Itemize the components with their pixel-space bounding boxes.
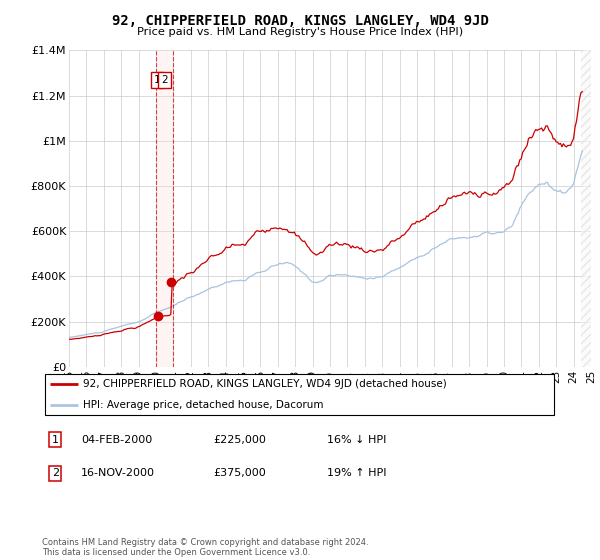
Text: Price paid vs. HM Land Registry's House Price Index (HPI): Price paid vs. HM Land Registry's House … bbox=[137, 27, 463, 37]
Bar bbox=[581, 50, 591, 367]
Text: 2: 2 bbox=[161, 75, 168, 85]
Bar bbox=[156, 50, 173, 367]
Text: 16% ↓ HPI: 16% ↓ HPI bbox=[327, 435, 386, 445]
FancyBboxPatch shape bbox=[44, 375, 554, 415]
Text: Contains HM Land Registry data © Crown copyright and database right 2024.
This d: Contains HM Land Registry data © Crown c… bbox=[42, 538, 368, 557]
Text: 1: 1 bbox=[154, 75, 160, 85]
Text: HPI: Average price, detached house, Dacorum: HPI: Average price, detached house, Daco… bbox=[83, 400, 324, 410]
Bar bbox=[581, 50, 591, 367]
Text: 92, CHIPPERFIELD ROAD, KINGS LANGLEY, WD4 9JD (detached house): 92, CHIPPERFIELD ROAD, KINGS LANGLEY, WD… bbox=[83, 379, 447, 389]
Text: 16-NOV-2000: 16-NOV-2000 bbox=[81, 468, 155, 478]
Text: 92, CHIPPERFIELD ROAD, KINGS LANGLEY, WD4 9JD: 92, CHIPPERFIELD ROAD, KINGS LANGLEY, WD… bbox=[112, 14, 488, 28]
Text: 04-FEB-2000: 04-FEB-2000 bbox=[81, 435, 152, 445]
Text: 19% ↑ HPI: 19% ↑ HPI bbox=[327, 468, 386, 478]
Text: £375,000: £375,000 bbox=[213, 468, 266, 478]
Text: £225,000: £225,000 bbox=[213, 435, 266, 445]
Text: 2: 2 bbox=[52, 468, 59, 478]
Text: 1: 1 bbox=[52, 435, 59, 445]
